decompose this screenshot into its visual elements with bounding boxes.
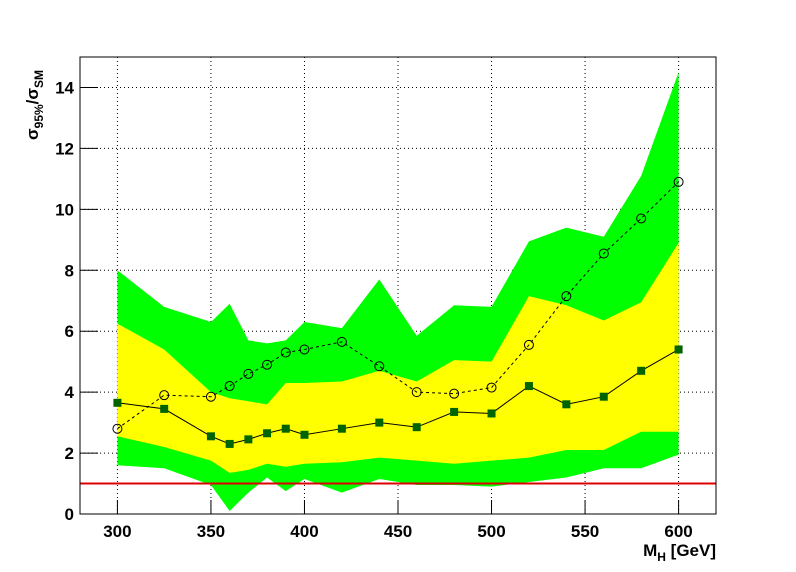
marker — [374, 361, 385, 372]
marker — [160, 404, 169, 413]
marker — [523, 339, 534, 350]
marker — [263, 429, 272, 438]
y-tick-label: 10 — [55, 200, 74, 219]
marker — [598, 248, 609, 259]
marker — [159, 390, 170, 401]
marker — [244, 435, 253, 444]
marker — [205, 391, 216, 402]
band — [117, 242, 679, 473]
marker — [262, 359, 273, 370]
y-label-sub: SM — [32, 70, 46, 88]
marker — [562, 400, 571, 409]
x-tick-label: 300 — [103, 522, 131, 541]
marker — [224, 381, 235, 392]
marker — [486, 382, 497, 393]
marker — [243, 368, 254, 379]
marker — [300, 430, 309, 439]
marker — [375, 418, 384, 427]
marker — [449, 388, 460, 399]
x-tick-label: 500 — [477, 522, 505, 541]
y-tick-label: 4 — [65, 383, 75, 402]
marker — [281, 424, 290, 433]
x-tick-label: 350 — [197, 522, 225, 541]
y-tick-label: 12 — [55, 139, 74, 158]
x-axis-label: MH [GeV] — [643, 541, 716, 564]
marker — [636, 213, 647, 224]
y-tick-label: 0 — [65, 505, 74, 524]
marker — [280, 347, 291, 358]
marker — [637, 366, 646, 375]
x-label-sub: H — [657, 550, 666, 564]
marker — [112, 423, 123, 434]
marker — [673, 176, 684, 187]
marker — [299, 344, 310, 355]
marker — [561, 291, 572, 302]
x-tick-label: 450 — [384, 522, 412, 541]
x-tick-label: 400 — [290, 522, 318, 541]
marker — [206, 432, 215, 441]
marker — [599, 392, 608, 401]
y-tick-label: 8 — [65, 261, 74, 280]
y-tick-label: 6 — [65, 322, 74, 341]
y-label-part: /σ — [23, 88, 42, 105]
y-tick-label: 14 — [55, 78, 74, 97]
y-label-part: σ — [23, 128, 42, 140]
x-label-rest: [GeV] — [666, 541, 716, 560]
marker — [487, 409, 496, 418]
y-tick-label: 2 — [65, 444, 74, 463]
marker — [225, 439, 234, 448]
y-label-sub: 95% — [32, 104, 46, 128]
series-line — [117, 181, 679, 430]
marker — [411, 387, 422, 398]
x-tick-label: 550 — [571, 522, 599, 541]
x-label-main: M — [643, 541, 657, 560]
marker — [337, 424, 346, 433]
x-tick-label: 600 — [664, 522, 692, 541]
y-axis-label: σ95%/σSM — [23, 70, 46, 140]
marker — [336, 336, 347, 347]
marker — [412, 423, 421, 432]
marker — [450, 407, 459, 416]
marker — [674, 345, 683, 354]
marker — [524, 382, 533, 391]
marker — [113, 398, 122, 407]
